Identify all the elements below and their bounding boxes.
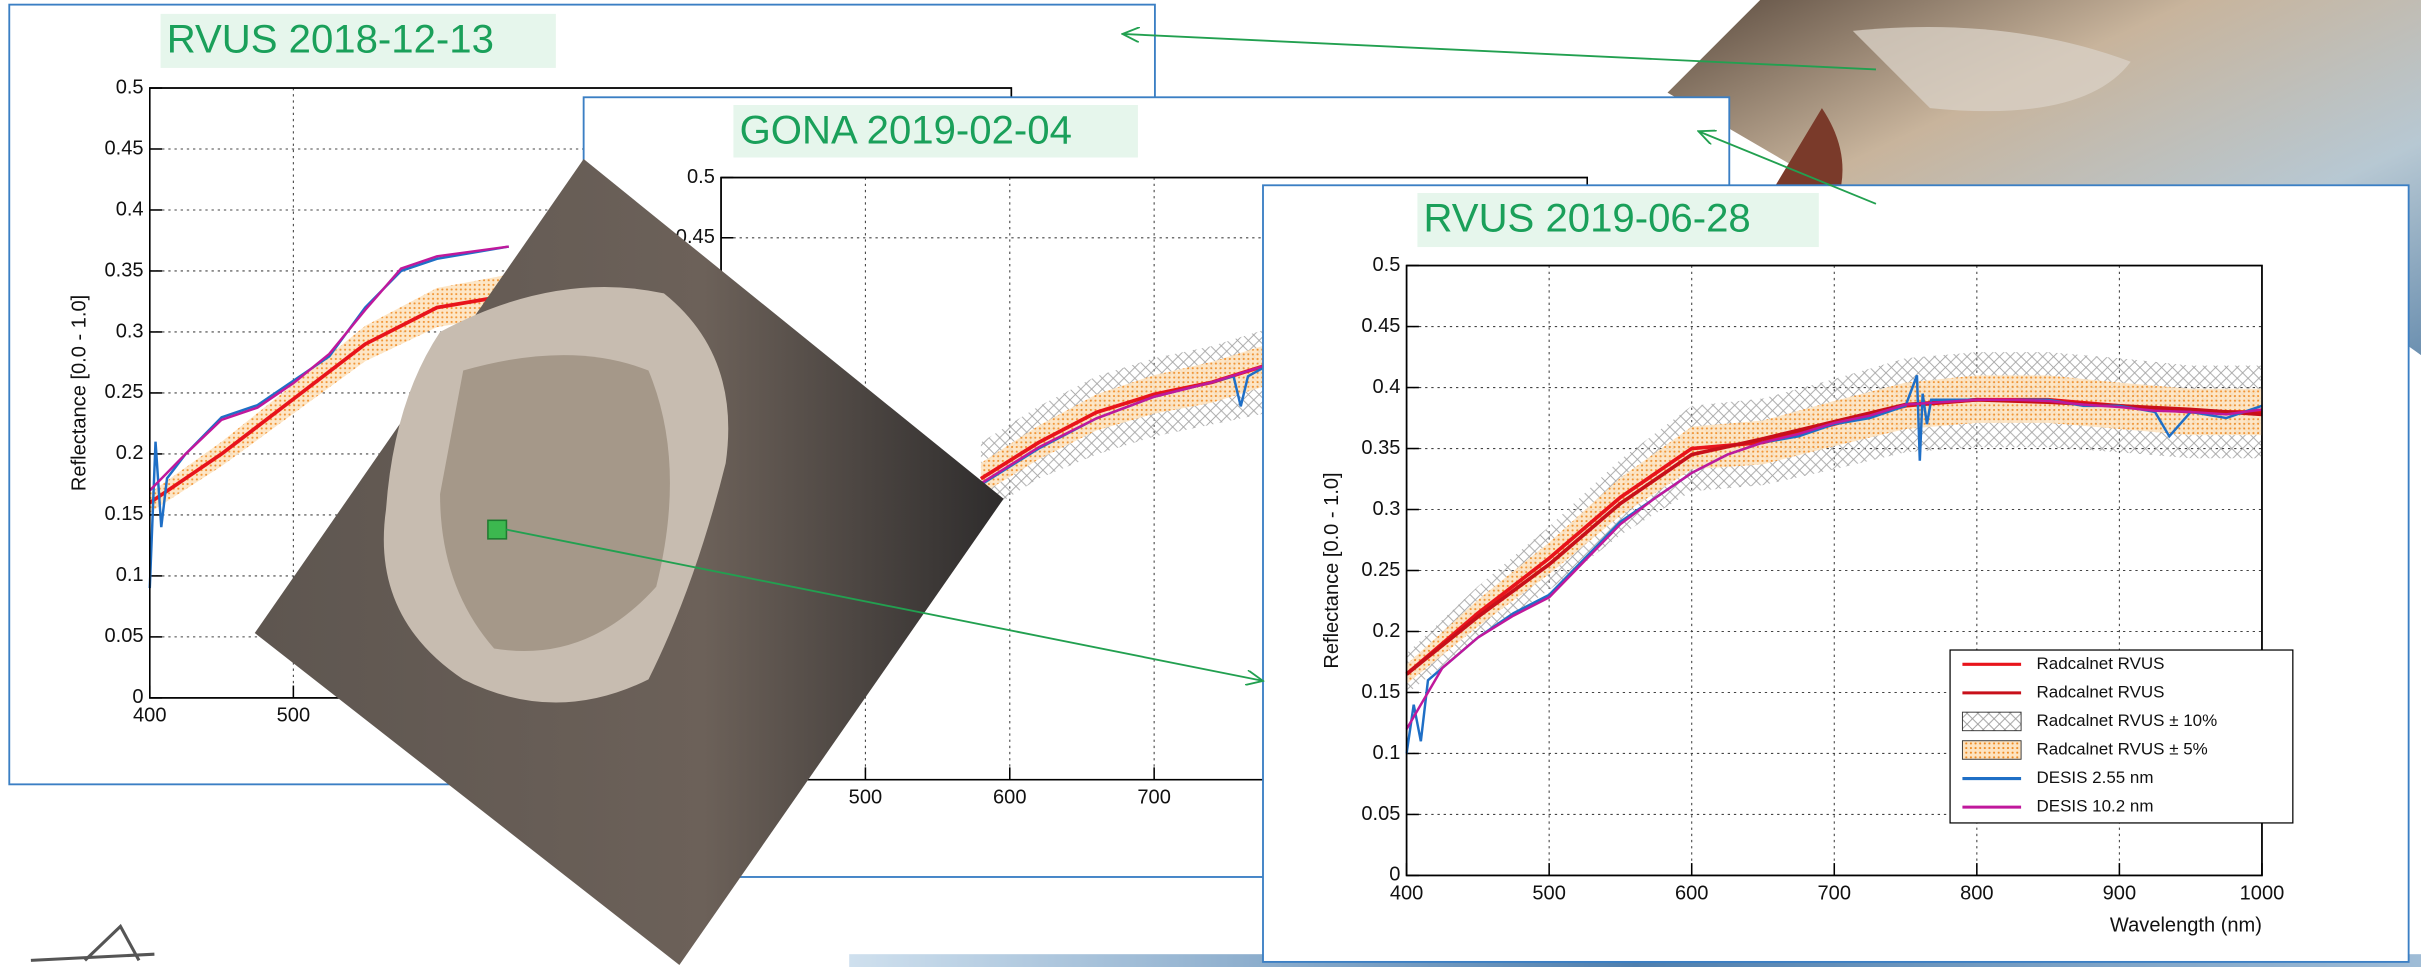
satellite-image: [1667, 0, 2421, 356]
y-axis-label: Reflectance [0.0 - 1.0]: [69, 295, 91, 491]
y-tick-label: 0.05: [1361, 803, 1400, 825]
x-tick-label: 400: [133, 705, 166, 727]
y-tick-label: 0.2: [1373, 620, 1401, 642]
y-tick-label: 0.5: [116, 76, 144, 98]
y-tick-label: 0.3: [1373, 498, 1401, 520]
logo: [30, 923, 155, 962]
chart-title: RVUS 2019-06-28: [1424, 195, 1751, 240]
legend-box: [1949, 649, 2294, 824]
legend-label: Radcalnet RVUS ± 5%: [2037, 739, 2208, 758]
x-tick-label: 700: [1818, 882, 1851, 904]
y-tick-label: 0.05: [105, 625, 144, 647]
legend-label: Radcalnet RVUS: [2037, 682, 2165, 701]
x-tick-label: 1000: [2240, 882, 2285, 904]
y-tick-label: 0.4: [1373, 376, 1401, 398]
legend-swatch: [1961, 740, 2022, 760]
y-tick-label: 0: [1389, 864, 1400, 886]
lake-image: [254, 159, 1004, 965]
x-tick-label: 500: [849, 787, 882, 809]
x-tick-label: 600: [1675, 882, 1708, 904]
y-tick-label: 0.25: [105, 381, 144, 403]
band: [1406, 375, 2262, 684]
plot-frame: [1405, 264, 2263, 877]
x-tick-label: 700: [1137, 787, 1170, 809]
x-tick-label: 500: [277, 705, 310, 727]
chart-panel: RVUS 2019-06-28 0 0.05 0.1 0.15 0.2 0.25 0.3 0.…: [1262, 184, 2410, 963]
y-tick-label: 0.35: [1361, 437, 1400, 459]
y-tick-label: 0: [132, 686, 143, 708]
x-tick-label: 400: [1390, 882, 1423, 904]
band: [1406, 352, 2262, 694]
x-tick-label: 900: [2103, 882, 2136, 904]
y-tick-label: 0.2: [116, 442, 144, 464]
y-axis-label: Reflectance [0.0 - 1.0]: [1321, 472, 1343, 668]
y-tick-label: 0.45: [105, 137, 144, 159]
y-tick-label: 0.5: [687, 166, 715, 188]
arrows: [506, 34, 1877, 681]
chart-title: RVUS 2018-12-13: [167, 16, 494, 61]
x-tick-label: 600: [993, 787, 1026, 809]
line: [148, 245, 509, 492]
legend-label: DESIS 2.55 nm: [2037, 768, 2154, 787]
y-tick-label: 0.25: [1361, 559, 1400, 581]
y-tick-label: 0.5: [1373, 254, 1401, 276]
y-tick-label: 0.15: [1361, 681, 1400, 703]
y-tick-label: 0.15: [105, 503, 144, 525]
legend-label: Radcalnet RVUS ± 10%: [2037, 711, 2218, 730]
band: [149, 274, 509, 513]
x-tick-label: 800: [1960, 882, 1993, 904]
x-tick-label: 500: [1532, 882, 1565, 904]
legend-label: DESIS 10.2 nm: [2037, 797, 2154, 816]
x-axis-label: Wavelength (nm): [2110, 915, 2262, 937]
line: [1405, 398, 2263, 730]
y-tick-label: 0.3: [116, 320, 144, 342]
y-tick-label: 0.45: [1361, 315, 1400, 337]
y-tick-label: 0.1: [1373, 742, 1401, 764]
line: [148, 245, 509, 589]
y-tick-label: 0.1: [116, 564, 144, 586]
legend-label: Radcalnet RVUS: [2037, 654, 2165, 673]
y-tick-label: 0.35: [105, 259, 144, 281]
chart-title: GONA 2019-02-04: [740, 107, 1072, 152]
y-tick-label: 0.4: [116, 198, 144, 220]
line: [148, 293, 510, 505]
legend-swatch: [1961, 711, 2022, 732]
